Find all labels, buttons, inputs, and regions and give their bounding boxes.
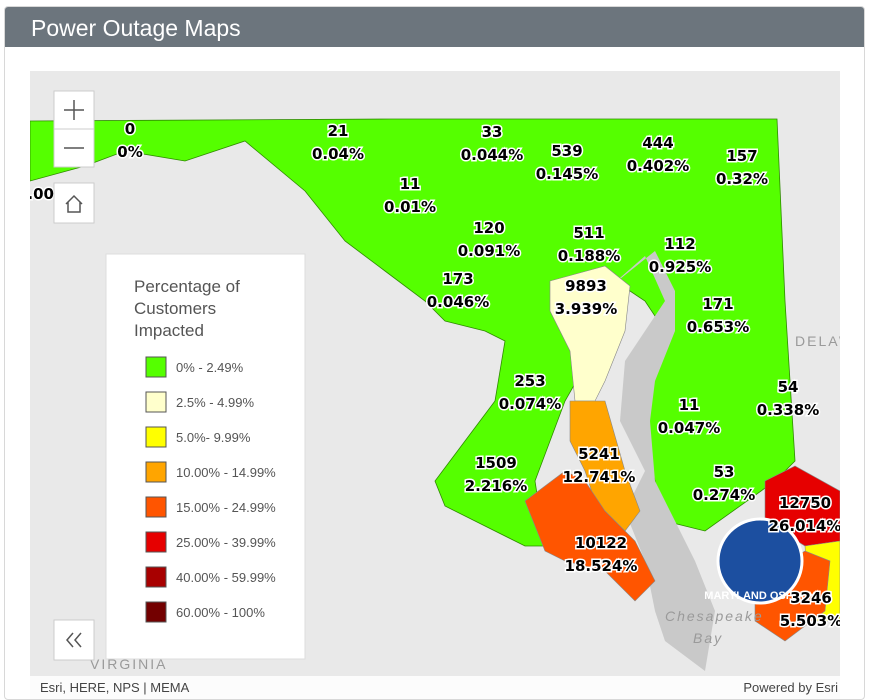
region-percent: 26.014% (769, 517, 840, 535)
region-count: 171 (702, 295, 733, 313)
region-count: 10122 (575, 534, 627, 552)
region-percent: 0.274% (693, 486, 755, 504)
legend-swatch (145, 461, 167, 483)
region-percent: 0.047% (658, 419, 720, 437)
region-percent: 0.338% (757, 401, 819, 419)
region-count: 11 (679, 396, 700, 414)
home-button[interactable] (53, 182, 95, 224)
region-percent: 0.145% (536, 165, 598, 183)
map[interactable]: MARYLAND OSPREY DELAW VIRGINIA Chesapeak… (30, 71, 840, 700)
region-percent: 5.503% (780, 612, 840, 630)
region-count: 0 (125, 120, 135, 138)
region-percent: 0.653% (687, 318, 749, 336)
map-label: Bay (693, 630, 723, 646)
panel: Power Outage Maps MARYLAND OSPREY DELAW … (4, 6, 865, 700)
region-pale (549, 265, 631, 402)
region-count: 33 (482, 123, 503, 141)
logo: MARYLAND OSPREY (704, 517, 816, 605)
region-percent: 12.741% (563, 468, 636, 486)
legend-swatch (145, 496, 167, 518)
legend-swatch (145, 566, 167, 588)
legend-label: 40.00% - 59.99% (176, 570, 276, 585)
legend-label: 25.00% - 39.99% (176, 535, 276, 550)
region-count: 1509 (475, 454, 517, 472)
region-percent: 0.925% (649, 258, 711, 276)
logo-text: MARYLAND OSPREY (704, 590, 816, 602)
region-count: 53 (714, 463, 735, 481)
map-label: DELAW (795, 333, 840, 349)
region-labels: 0.00%00%210.04%330.044%5390.145%4440.402… (30, 119, 840, 632)
region-percent: 0.32% (716, 170, 768, 188)
legend-swatch (145, 356, 167, 378)
region-percent: 18.524% (565, 557, 638, 575)
map-label: Chesapeake (665, 608, 764, 624)
region-count: 173 (442, 270, 473, 288)
region-count: 12750 (779, 494, 831, 512)
region-count: 511 (573, 224, 604, 242)
state-green (30, 118, 796, 547)
region-percent: 0.04% (312, 145, 364, 163)
region-percent: 0.044% (461, 146, 523, 164)
attribution-bar (30, 676, 840, 699)
legend-label: 10.00% - 14.99% (176, 465, 276, 480)
region-percent: 0.402% (627, 157, 689, 175)
region-percent: 3.939% (555, 300, 617, 318)
legend-label: 60.00% - 100% (176, 605, 265, 620)
region-count: 9893 (565, 277, 607, 295)
legend-title: Percentage of Customers Impacted (134, 277, 240, 340)
region-count: 11 (400, 175, 421, 193)
region-percent: 2.216% (465, 477, 527, 495)
region-count: 21 (328, 122, 349, 140)
zoom-out[interactable] (53, 128, 95, 168)
region-count: 444 (642, 134, 673, 152)
region-count: 253 (514, 372, 545, 390)
attribution-powered: Powered by Esri (743, 680, 838, 695)
region-percent: 0% (117, 143, 142, 161)
region-count: 3246 (790, 589, 832, 607)
region-percent: 0.074% (499, 395, 561, 413)
region-count: 120 (473, 219, 504, 237)
region-percent: 0.188% (558, 247, 620, 265)
region-percent: 0.091% (458, 242, 520, 260)
legend-label: 5.0%- 9.99% (176, 430, 251, 445)
legend-label: 2.5% - 4.99% (176, 395, 254, 410)
zoom-in[interactable] (53, 90, 95, 130)
region-percent: 0.046% (427, 293, 489, 311)
region-count: 112 (664, 235, 695, 253)
region-count: 5241 (578, 445, 620, 463)
legend: Percentage of Customers Impacted 0% - 2.49… (105, 253, 306, 660)
collapse-button[interactable] (53, 619, 95, 661)
region-count: 54 (778, 378, 799, 396)
legend-swatch (145, 426, 167, 448)
legend-label: 15.00% - 24.99% (176, 500, 276, 515)
map-label: VIRGINIA (90, 656, 167, 672)
region-count: 157 (726, 147, 757, 165)
attribution: Esri, HERE, NPS | MEMA (40, 680, 190, 695)
bay (605, 251, 715, 671)
header-title: Power Outage Maps (5, 7, 864, 47)
region-count: 539 (551, 142, 582, 160)
legend-label: 0% - 2.49% (176, 360, 244, 375)
legend-swatch (145, 531, 167, 553)
region-percent: 0.01% (384, 198, 436, 216)
legend-swatch (145, 601, 167, 623)
legend-swatch (145, 391, 167, 413)
region-orange-red (524, 470, 656, 602)
